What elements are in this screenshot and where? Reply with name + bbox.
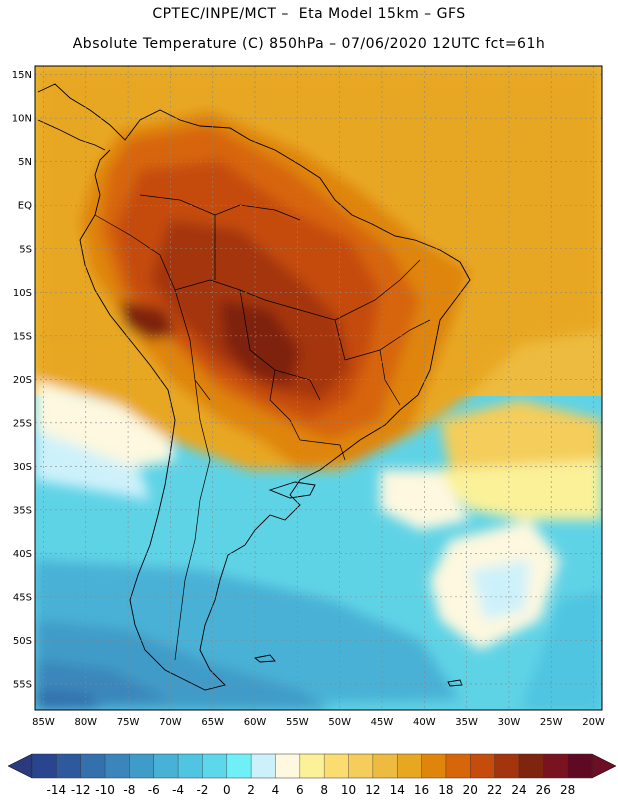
lon-label: 50W bbox=[328, 717, 351, 728]
colorbar-swatch bbox=[178, 754, 203, 778]
colorbar-swatch bbox=[372, 754, 398, 778]
colorbar-label: 4 bbox=[272, 783, 280, 797]
lat-label: 25S bbox=[13, 418, 32, 429]
colorbar-swatch bbox=[275, 754, 301, 778]
colorbar-label: 6 bbox=[296, 783, 304, 797]
latitude-labels: 15N 10N 5N EQ 5S 10S 15S 20S 25S 30S 35S 40S 45S 50S 5… bbox=[12, 70, 32, 690]
colorbar-label: 16 bbox=[414, 783, 429, 797]
country-borders bbox=[94, 194, 431, 661]
colorbar-swatch bbox=[324, 754, 349, 778]
graticule bbox=[35, 66, 602, 710]
colorbar-swatch bbox=[226, 754, 252, 778]
colorbar-label: -6 bbox=[148, 783, 160, 797]
map-frame bbox=[34, 65, 603, 711]
colorbar-label: -4 bbox=[172, 783, 184, 797]
lat-label: 15S bbox=[13, 331, 32, 342]
lon-label: 60W bbox=[244, 717, 267, 728]
colorbar-swatch bbox=[421, 754, 447, 778]
colorbar-swatch bbox=[445, 754, 471, 778]
lat-label: 20S bbox=[13, 375, 32, 386]
colorbar-over-arrow bbox=[591, 753, 617, 779]
colorbar-swatch bbox=[32, 754, 57, 778]
lat-label: 10N bbox=[12, 114, 32, 125]
lat-label: 35S bbox=[13, 505, 32, 516]
colorbar-swatch bbox=[567, 754, 593, 778]
colorbar bbox=[7, 753, 617, 779]
temperature-field bbox=[35, 66, 602, 710]
lon-label: 85W bbox=[32, 717, 55, 728]
lat-label: 40S bbox=[13, 549, 32, 560]
lat-label: 5S bbox=[19, 244, 32, 255]
coastlines bbox=[37, 83, 471, 691]
colorbar-swatch bbox=[105, 754, 130, 778]
colorbar-under-arrow bbox=[7, 753, 33, 779]
colorbar-swatch bbox=[153, 754, 179, 778]
colorbar-label: 24 bbox=[511, 783, 526, 797]
lon-label: 40W bbox=[413, 717, 436, 728]
colorbar-label: -10 bbox=[95, 783, 115, 797]
map-title-line2: Absolute Temperature (C) 850hPa – 07/06/… bbox=[72, 36, 546, 52]
colorbar-frame bbox=[31, 753, 593, 779]
lat-label: 50S bbox=[13, 636, 32, 647]
lat-label: 30S bbox=[13, 462, 32, 473]
lon-label: 20W bbox=[582, 717, 605, 728]
lon-label: 70W bbox=[159, 717, 182, 728]
colorbar-swatch bbox=[80, 754, 106, 778]
colorbar-swatch bbox=[470, 754, 495, 778]
colorbar-label: 28 bbox=[560, 783, 575, 797]
colorbar-label: -12 bbox=[71, 783, 91, 797]
lon-label: 80W bbox=[74, 717, 97, 728]
colorbar-label: -2 bbox=[196, 783, 208, 797]
colorbar-label: 20 bbox=[463, 783, 478, 797]
lat-label: EQ bbox=[18, 201, 32, 212]
colorbar-label: 8 bbox=[320, 783, 328, 797]
lat-label: 10S bbox=[13, 288, 32, 299]
lat-label: 55S bbox=[13, 679, 32, 690]
lat-label: 15N bbox=[12, 70, 32, 81]
map-title-line1: CPTEC/INPE/MCT – Eta Model 15km – GFS bbox=[152, 6, 466, 22]
colorbar-label: 2 bbox=[247, 783, 255, 797]
colorbar-swatch bbox=[202, 754, 228, 778]
lat-label: 45S bbox=[13, 592, 32, 603]
colorbar-label: -14 bbox=[47, 783, 67, 797]
longitude-labels: 85W 80W 75W 70W 65W 60W 55W 50W 45W 40W 35W 30W 25W 2… bbox=[32, 717, 605, 728]
colorbar-swatch bbox=[397, 754, 422, 778]
lon-label: 25W bbox=[540, 717, 563, 728]
lon-label: 45W bbox=[371, 717, 394, 728]
colorbar-swatch bbox=[543, 754, 568, 778]
lon-label: 75W bbox=[117, 717, 140, 728]
colorbar-swatch bbox=[494, 754, 520, 778]
colorbar-label: -8 bbox=[123, 783, 135, 797]
colorbar-swatch bbox=[348, 754, 374, 778]
colorbar-swatch bbox=[56, 754, 81, 778]
colorbar-swatch bbox=[518, 754, 544, 778]
colorbar-label: 12 bbox=[365, 783, 380, 797]
colorbar-label: 10 bbox=[341, 783, 356, 797]
colorbar-swatch bbox=[129, 754, 155, 778]
lon-label: 35W bbox=[455, 717, 478, 728]
lat-label: 5N bbox=[18, 157, 32, 168]
colorbar-labels: -14 -12 -10 -8 -6 -4 -2 0 2 4 6 8 10 12 14 16 18 20 22 24 26… bbox=[47, 783, 576, 797]
colorbar-label: 18 bbox=[438, 783, 453, 797]
colorbar-label: 0 bbox=[223, 783, 231, 797]
colorbar-label: 14 bbox=[390, 783, 405, 797]
lon-label: 55W bbox=[286, 717, 309, 728]
colorbar-swatch bbox=[251, 754, 276, 778]
colorbar-label: 26 bbox=[536, 783, 551, 797]
lon-label: 30W bbox=[498, 717, 521, 728]
colorbar-label: 22 bbox=[487, 783, 502, 797]
colorbar-swatch bbox=[299, 754, 325, 778]
lon-label: 65W bbox=[201, 717, 224, 728]
